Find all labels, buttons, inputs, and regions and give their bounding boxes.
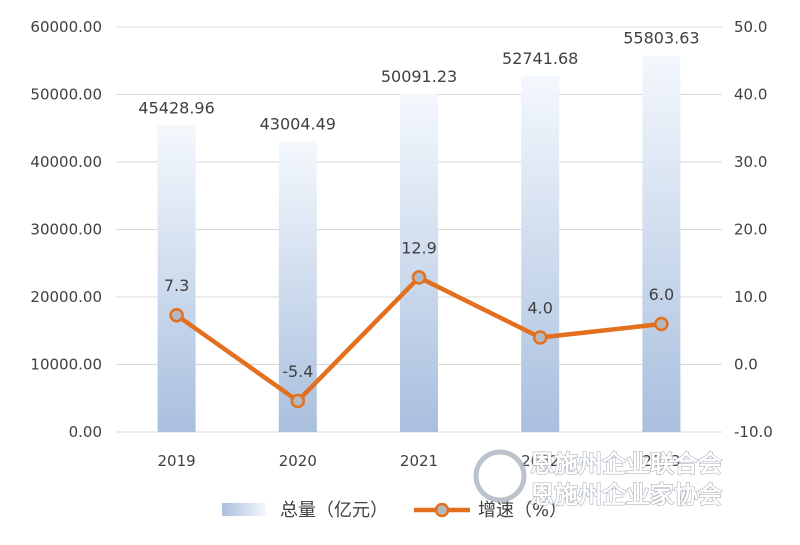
growth-data-label: 4.0: [527, 299, 552, 318]
bar: [278, 141, 317, 432]
bar-data-label: 52741.68: [502, 49, 578, 68]
growth-point: [290, 393, 306, 409]
right-axis-tick-label: -10.0: [734, 423, 773, 441]
right-axis-tick-label: 40.0: [734, 86, 767, 104]
right-axis-tick-label: 0.0: [734, 356, 758, 374]
legend-bar-swatch: [222, 503, 266, 516]
left-axis-tick-label: 0.00: [69, 423, 102, 441]
x-axis-tick-label: 2020: [279, 452, 317, 470]
left-axis-tick-label: 60000.00: [30, 18, 102, 36]
bar: [400, 93, 438, 432]
legend-line-marker: [434, 502, 450, 518]
watermark-line-2: 恩施州企业家协会: [530, 481, 722, 509]
left-axis-tick-label: 10000.00: [30, 356, 102, 374]
right-axis-tick-label: 20.0: [734, 221, 767, 239]
right-axis-tick-label: 30.0: [734, 153, 767, 171]
legend-bar-label: 总量（亿元）: [280, 500, 388, 521]
bars: [157, 55, 681, 433]
watermark-logo-icon: [473, 449, 527, 503]
left-axis-tick-label: 40000.00: [30, 153, 102, 171]
x-axis-tick-label: 2019: [158, 452, 196, 470]
watermark-line-1: 恩施州企业联合会: [530, 450, 722, 478]
watermark: 恩施州企业联合会 恩施州企业家协会: [473, 449, 723, 510]
legend: 总量（亿元） 增速（%）: [222, 500, 567, 521]
right-axis-tick-label: 10.0: [734, 288, 767, 306]
growth-point: [654, 316, 669, 332]
bar: [642, 55, 681, 432]
x-axis-tick-label: 2022: [521, 452, 559, 470]
bar-data-label: 45428.96: [138, 98, 214, 117]
axes: 0.00 10000.00 20000.00 30000.00 40000.00 5000…: [30, 18, 772, 470]
growth-data-label: 6.0: [649, 285, 674, 304]
left-axis-tick-label: 30000.00: [30, 221, 102, 239]
growth-data-label: -5.4: [282, 362, 313, 381]
growth-data-label: 7.3: [164, 276, 189, 295]
growth-line: [169, 270, 669, 409]
bar-data-label: 50091.23: [381, 67, 457, 86]
legend-line-label: 增速（%）: [478, 500, 567, 521]
bar: [157, 125, 196, 432]
x-axis-tick-label: 2023: [642, 452, 680, 470]
growth-data-label: 12.9: [401, 238, 437, 257]
x-axis-tick-label: 2021: [400, 452, 438, 470]
bar: [521, 75, 560, 433]
growth-point: [169, 307, 184, 323]
growth-point: [411, 270, 427, 285]
left-axis-tick-label: 20000.00: [30, 288, 102, 306]
bar-data-label: 43004.49: [260, 115, 336, 134]
growth-point: [532, 330, 548, 345]
bar-data-label: 55803.63: [623, 28, 699, 47]
left-axis-tick-label: 50000.00: [30, 86, 102, 104]
right-axis-tick-label: 50.0: [734, 18, 767, 36]
data-labels: 45428.96 43004.49 50091.23 52741.68 55803.63…: [138, 28, 699, 381]
